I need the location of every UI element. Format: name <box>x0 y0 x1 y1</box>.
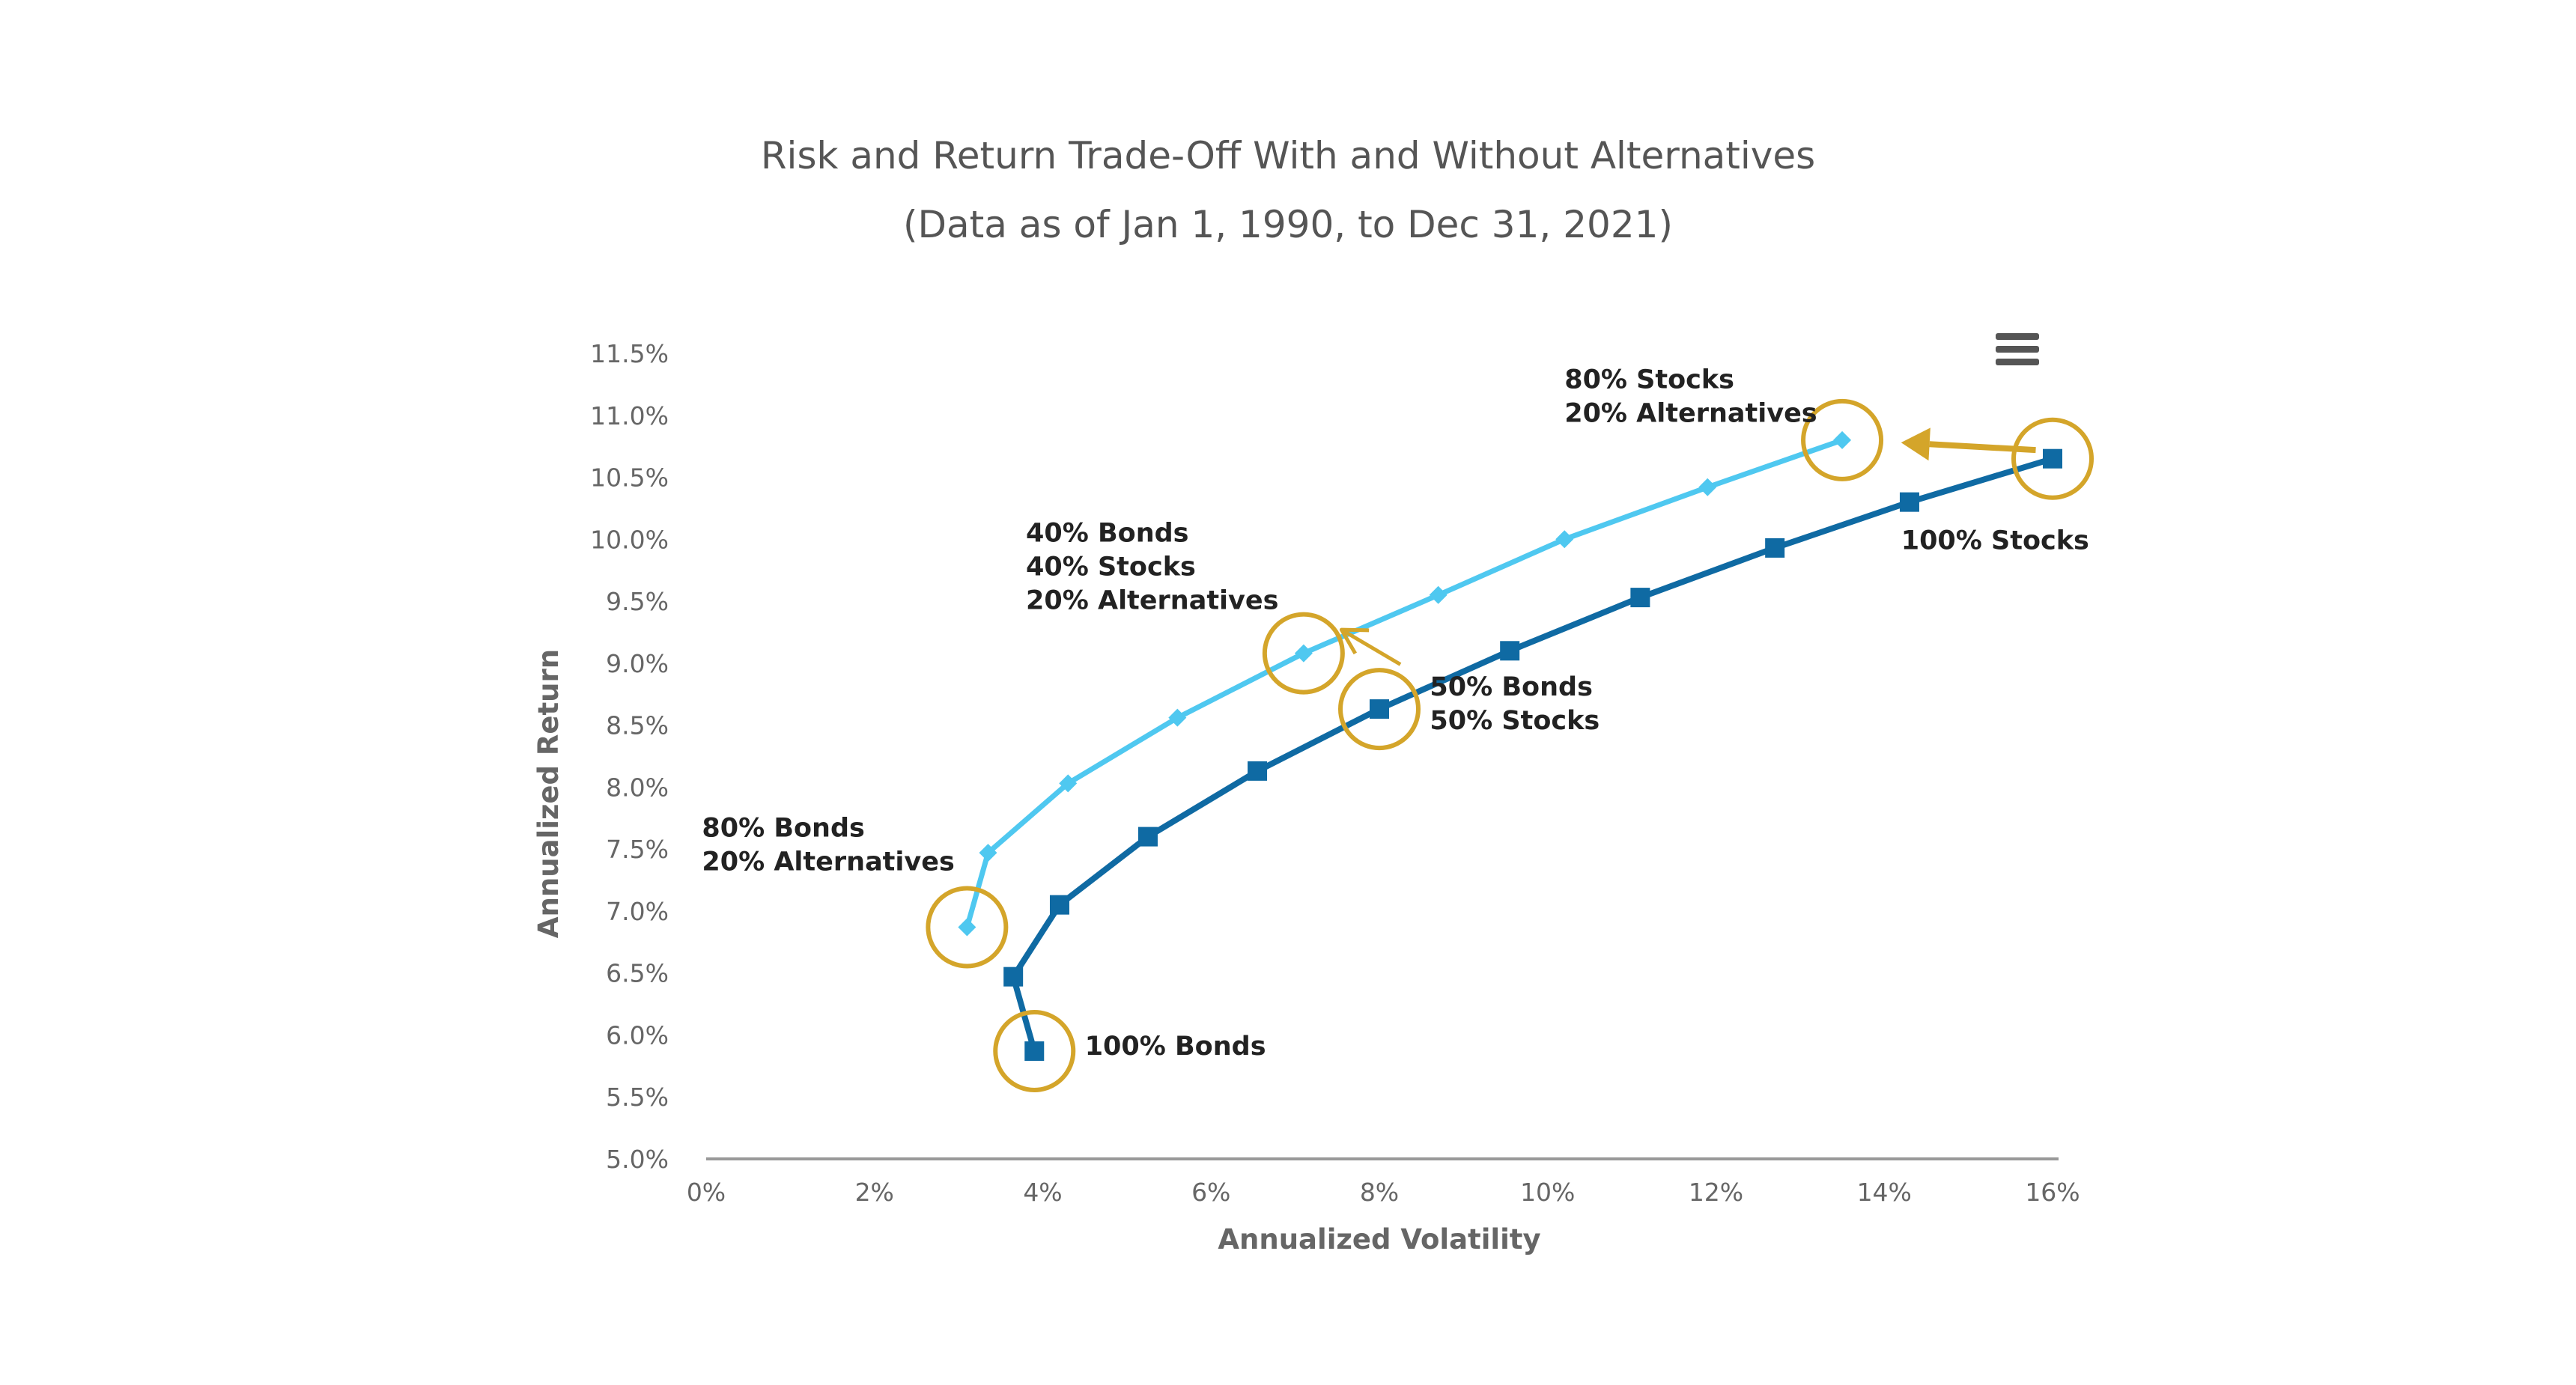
data-point-marker[interactable] <box>1429 585 1448 604</box>
series-line-0 <box>964 437 1845 930</box>
hamburger-menu-icon[interactable] <box>1996 333 2039 371</box>
annotation-line: 50% Stocks <box>1430 706 1600 736</box>
highlight-circle <box>1801 398 1884 481</box>
y-axis-title: Annualized Return <box>532 649 565 938</box>
chart-subtitle: (Data as of Jan 1, 1990, to Dec 31, 2021… <box>903 203 1673 246</box>
highlight-circle <box>2011 417 2094 500</box>
y-tick-label: 9.0% <box>606 649 669 678</box>
y-tick-label: 11.5% <box>590 339 669 368</box>
y-tick-label: 9.5% <box>606 587 669 616</box>
annotation-line: 20% Alternatives <box>702 847 954 877</box>
arrow-group <box>1339 427 2036 666</box>
highlight-circle <box>926 886 1009 969</box>
data-point-marker[interactable] <box>2043 448 2062 469</box>
data-point-marker[interactable] <box>1294 644 1313 663</box>
x-tick-label: 6% <box>1191 1178 1230 1207</box>
y-tick-label: 10.0% <box>590 525 669 554</box>
annotation-line: 100% Stocks <box>1901 526 2089 556</box>
y-tick-label: 8.5% <box>606 711 669 740</box>
highlight-group <box>926 398 2094 1092</box>
annotation-line: 20% Alternatives <box>1026 586 1278 616</box>
axes-group: 0% 2% 4% 6% 8% 10% 12% 14% 16% 5.0% 5.5% 6.0% 6.5% 7.… <box>532 339 2080 1255</box>
data-point-marker[interactable] <box>1765 538 1785 558</box>
annotation-arrow-shaft <box>1929 441 2036 454</box>
menu-bar-middle <box>1996 346 2039 353</box>
annotation-line: 40% Stocks <box>1026 553 1196 582</box>
data-point-marker[interactable] <box>1698 478 1717 496</box>
chart-title: Risk and Return Trade-Off With and Witho… <box>761 134 1815 177</box>
y-tick-label: 7.5% <box>606 835 669 864</box>
x-tick-label: 0% <box>687 1178 726 1207</box>
annotation-line: 80% Stocks <box>1564 365 1734 395</box>
x-tick-label: 12% <box>1689 1178 1743 1207</box>
annotation-line: 100% Bonds <box>1085 1032 1266 1062</box>
data-point-marker[interactable] <box>979 844 997 862</box>
x-tick-label: 2% <box>855 1178 894 1207</box>
y-tick-label: 10.5% <box>590 463 669 493</box>
data-point-marker[interactable] <box>1248 761 1268 781</box>
data-point-marker[interactable] <box>1555 530 1574 549</box>
x-axis-title: Annualized Volatility <box>1218 1223 1540 1255</box>
y-tick-label: 7.0% <box>606 897 669 926</box>
data-point-marker[interactable] <box>1024 1041 1045 1061</box>
annotation-label: 100% Bonds <box>1085 1032 1266 1062</box>
menu-bar-bottom <box>1996 359 2039 365</box>
annotation-line: 40% Bonds <box>1026 519 1189 549</box>
annotation-arrow-head <box>1901 427 1931 461</box>
annotation-line: 50% Bonds <box>1430 672 1593 702</box>
data-point-marker[interactable] <box>1500 641 1520 661</box>
series-group <box>958 430 2062 1061</box>
annotation-label: 80% Stocks 20% Alternatives <box>1564 365 1817 428</box>
annotation-label: 40% Bonds 40% Stocks 20% Alternatives <box>1026 519 1278 616</box>
annotation-label: 50% Bonds 50% Stocks <box>1430 672 1600 736</box>
data-point-marker[interactable] <box>1833 430 1852 449</box>
annotation-arrow-head <box>1339 627 1370 655</box>
data-point-marker[interactable] <box>1003 967 1024 987</box>
menu-bar-top <box>1996 333 2039 340</box>
data-point-marker[interactable] <box>1370 699 1389 719</box>
data-point-marker[interactable] <box>1899 492 1919 512</box>
highlight-circle <box>1262 612 1345 695</box>
highlight-circle <box>993 1009 1076 1092</box>
data-point-marker[interactable] <box>1630 588 1650 608</box>
x-tick-label: 16% <box>2025 1178 2080 1207</box>
annotation-arrow-shaft <box>1340 627 1402 666</box>
y-tick-label: 5.5% <box>606 1083 669 1112</box>
x-tick-label: 14% <box>1857 1178 1912 1207</box>
y-tick-label: 8.0% <box>606 773 669 802</box>
y-tick-label: 6.5% <box>606 959 669 988</box>
chart-title-group: Risk and Return Trade-Off With and Witho… <box>761 134 1815 246</box>
annotation-line: 80% Bonds <box>702 814 865 844</box>
data-point-marker[interactable] <box>958 918 976 937</box>
data-point-marker[interactable] <box>1137 827 1158 847</box>
data-point-marker[interactable] <box>1168 708 1187 727</box>
y-tick-label: 5.0% <box>606 1145 669 1174</box>
x-tick-label: 4% <box>1023 1178 1062 1207</box>
y-tick-label: 11.0% <box>590 401 669 430</box>
data-point-marker[interactable] <box>1049 895 1069 915</box>
highlight-circle <box>1338 668 1421 751</box>
y-tick-label: 6.0% <box>606 1020 669 1050</box>
x-tick-label: 8% <box>1360 1178 1399 1207</box>
annotation-line: 20% Alternatives <box>1564 398 1817 428</box>
data-point-marker[interactable] <box>1059 774 1078 793</box>
x-tick-label: 10% <box>1520 1178 1575 1207</box>
annotation-label: 100% Stocks <box>1901 526 2089 556</box>
annotation-label: 80% Bonds 20% Alternatives <box>702 814 954 877</box>
